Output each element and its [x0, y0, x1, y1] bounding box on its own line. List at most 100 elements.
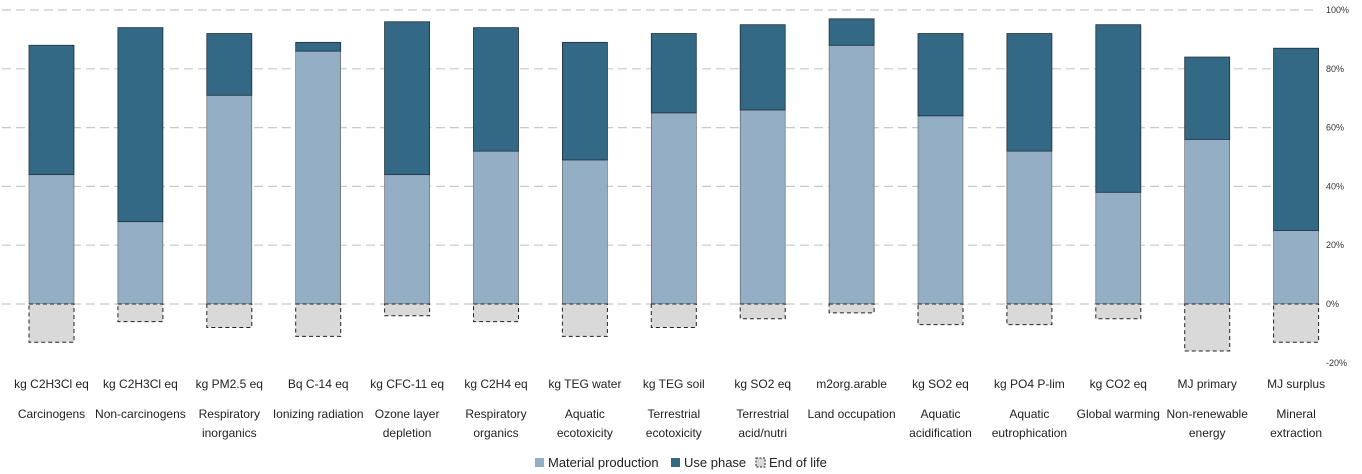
- bar-use-phase: [562, 41, 608, 161]
- bar-end-of-life: [828, 303, 875, 314]
- bar-use-phase: [828, 18, 875, 46]
- bar-end-of-life: [561, 303, 608, 337]
- y-tick-label: 60%: [1326, 123, 1344, 133]
- category-label: inorganics: [202, 426, 257, 440]
- category-label: Ozone layer: [375, 407, 440, 421]
- bar-end-of-life: [28, 303, 75, 343]
- bar-material-production: [562, 159, 608, 305]
- bar-end-of-life: [650, 303, 697, 329]
- category-label: ecotoxicity: [646, 426, 702, 440]
- category-label: acidification: [909, 426, 972, 440]
- bar-use-phase: [117, 27, 164, 223]
- bar-use-phase: [28, 44, 75, 176]
- bar-material-production: [1184, 139, 1230, 305]
- unit-label: kg TEG water: [548, 377, 621, 391]
- bar-use-phase: [739, 24, 786, 111]
- legend-label: Use phase: [684, 455, 746, 470]
- bar-material-production: [828, 44, 875, 305]
- y-tick-label: 20%: [1326, 240, 1344, 250]
- unit-label: kg C2H3Cl eq: [14, 377, 89, 391]
- category-label: Mineral: [1276, 407, 1315, 421]
- category-label: Aquatic: [1009, 407, 1049, 421]
- bar-material-production: [28, 174, 75, 305]
- category-label: Aquatic: [920, 407, 960, 421]
- bar-use-phase: [206, 33, 253, 96]
- legend-swatch: [671, 458, 680, 467]
- unit-labels: kg C2H3Cl eq kg C2H3Cl eq kg PM2.5 eq Bq C-…: [14, 377, 1325, 391]
- bar-material-production: [739, 109, 786, 305]
- bar-use-phase: [1273, 47, 1319, 231]
- y-axis-ticks: 100% 80% 60% 40% 20% 0% -20%: [1326, 5, 1349, 368]
- unit-label: kg SO2 eq: [734, 377, 791, 391]
- y-tick-label: -20%: [1326, 358, 1347, 368]
- category-label: eutrophication: [992, 426, 1067, 440]
- category-label: Respiratory: [199, 407, 260, 421]
- category-label: Non-carcinogens: [95, 407, 186, 421]
- bar-end-of-life: [117, 303, 164, 323]
- bar-end-of-life: [1095, 303, 1142, 320]
- bar-use-phase: [917, 33, 964, 117]
- category-label: ecotoxicity: [557, 426, 613, 440]
- bar-material-production: [917, 115, 964, 305]
- category-label: acid/nutri: [738, 426, 787, 440]
- category-label: depletion: [383, 426, 432, 440]
- y-tick-label: 0%: [1326, 299, 1339, 309]
- legend-label: Material production: [548, 455, 659, 470]
- bar-use-phase: [1095, 24, 1142, 193]
- bar-use-phase: [295, 41, 342, 52]
- bar-end-of-life: [295, 303, 342, 337]
- bar-material-production: [1095, 191, 1142, 305]
- bar-end-of-life: [206, 303, 253, 329]
- legend-swatch: [755, 457, 766, 468]
- category-label: Carcinogens: [18, 407, 85, 421]
- unit-label: kg C2H3Cl eq: [103, 377, 178, 391]
- bar-material-production: [1273, 230, 1319, 305]
- category-label: Aquatic: [565, 407, 605, 421]
- bar-end-of-life: [917, 303, 964, 326]
- unit-label: MJ surplus: [1267, 377, 1325, 391]
- unit-label: kg SO2 eq: [912, 377, 969, 391]
- category-label: Land occupation: [808, 407, 896, 421]
- category-label: Terrestrial: [647, 407, 700, 421]
- y-tick-label: 100%: [1326, 5, 1349, 15]
- bar-material-production: [650, 112, 697, 305]
- bar-end-of-life: [384, 303, 431, 317]
- category-label: Ionizing radiation: [273, 407, 364, 421]
- bar-material-production: [206, 94, 253, 305]
- category-label: energy: [1189, 426, 1226, 440]
- bar-use-phase: [1184, 56, 1231, 140]
- legend-label: End of life: [769, 455, 827, 470]
- category-label: Global warming: [1077, 407, 1160, 421]
- bar-end-of-life: [473, 303, 519, 323]
- bar-material-production: [384, 174, 430, 305]
- y-tick-label: 40%: [1326, 181, 1344, 191]
- bar-end-of-life: [1006, 303, 1053, 326]
- bar-material-production: [473, 150, 519, 305]
- unit-label: kg TEG soil: [643, 377, 705, 391]
- bar-end-of-life: [739, 303, 786, 320]
- unit-label: kg CFC-11 eq: [370, 377, 444, 391]
- category-label: extraction: [1270, 426, 1322, 440]
- bar-end-of-life: [1273, 303, 1320, 343]
- bar-use-phase: [473, 27, 519, 152]
- bar-material-production: [295, 50, 342, 305]
- y-tick-label: 80%: [1326, 64, 1344, 74]
- unit-label: kg PM2.5 eq: [196, 377, 263, 391]
- bars: [28, 18, 1320, 352]
- unit-label: kg PO4 P-lim: [994, 377, 1065, 391]
- bar-material-production: [117, 221, 164, 305]
- bar-use-phase: [1006, 33, 1053, 152]
- category-label: organics: [473, 426, 518, 440]
- bar-material-production: [1006, 150, 1053, 305]
- bar-use-phase: [650, 33, 697, 114]
- unit-label: Bq C-14 eq: [288, 377, 349, 391]
- category-labels: Carcinogens Non-carcinogens Respiratory ino…: [18, 407, 1322, 440]
- legend-swatch: [535, 458, 544, 467]
- unit-label: m2org.arable: [816, 377, 887, 391]
- category-label: Respiratory: [465, 407, 526, 421]
- unit-label: kg CO2 eq: [1090, 377, 1147, 391]
- bar-end-of-life: [1184, 303, 1231, 352]
- legend: Material production Use phase End of life: [535, 455, 827, 470]
- unit-label: kg C2H4 eq: [464, 377, 527, 391]
